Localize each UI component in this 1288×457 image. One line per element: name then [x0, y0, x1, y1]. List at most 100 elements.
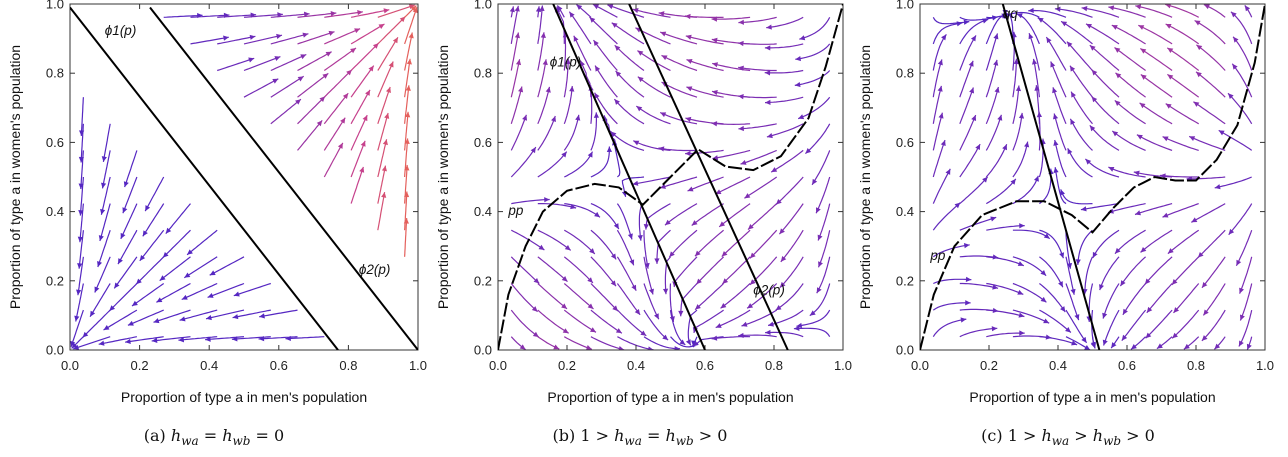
arrowhead: [771, 167, 778, 173]
y-tick-label: 0.2: [474, 273, 492, 288]
streamline: [323, 69, 353, 98]
arrowhead: [1133, 170, 1140, 176]
arrowhead: [1071, 91, 1076, 98]
arrowhead: [1135, 210, 1141, 216]
streamline: [764, 43, 804, 49]
streamline: [693, 309, 724, 334]
streamline: [794, 70, 831, 86]
arrowhead: [722, 278, 729, 284]
streamline: [632, 176, 671, 185]
arrowhead: [631, 284, 637, 291]
streamline: [1080, 203, 1120, 211]
arrowhead: [274, 56, 281, 61]
x-tick-label: 0.0: [911, 358, 929, 373]
arrowhead: [276, 33, 282, 39]
streamline: [350, 89, 371, 125]
x-tick-label: 1.0: [409, 358, 427, 373]
arrowhead: [1018, 312, 1025, 318]
streamline: [738, 334, 777, 338]
streamline: [613, 98, 645, 125]
arrowhead: [109, 305, 116, 311]
arrowhead: [662, 288, 669, 295]
streamline: [103, 309, 138, 331]
streamline: [1195, 71, 1226, 98]
streamline: [350, 140, 366, 178]
arrowhead: [359, 166, 365, 173]
streamline: [1067, 148, 1093, 178]
streamline: [686, 59, 724, 72]
streamline: [70, 309, 84, 347]
streamline: [404, 7, 418, 45]
arrowhead: [1138, 25, 1145, 30]
arrowhead: [815, 207, 821, 214]
arrowhead: [993, 59, 999, 66]
streamline: [721, 229, 751, 258]
streamline: [738, 123, 777, 130]
streamline: [297, 95, 326, 125]
arrowhead: [662, 334, 669, 341]
arrowhead: [587, 303, 594, 309]
streamline: [377, 191, 386, 231]
y-tick-label: 1.0: [896, 0, 914, 12]
arrowhead: [564, 245, 571, 251]
streamline: [715, 309, 751, 329]
streamline: [537, 151, 568, 178]
streamline: [1231, 63, 1253, 98]
arrowhead: [659, 183, 666, 189]
arrowhead: [775, 305, 782, 311]
x-tick-label: 0.6: [1118, 358, 1136, 373]
streamline: [1012, 282, 1047, 303]
x-tick-label: 0.2: [558, 358, 576, 373]
arrowhead: [159, 275, 166, 281]
arrowhead: [711, 335, 718, 341]
streamline: [537, 32, 545, 71]
arrowhead: [1060, 306, 1066, 313]
streamline: [231, 336, 271, 340]
arrowhead: [139, 254, 146, 261]
streamline: [1012, 85, 1020, 124]
streamline: [243, 13, 283, 18]
streamline: [377, 4, 415, 18]
streamline: [721, 256, 751, 285]
arrowhead: [184, 272, 191, 278]
streamline: [1012, 256, 1047, 277]
streamline: [590, 112, 597, 151]
arrowhead: [664, 219, 671, 226]
arrowhead: [938, 112, 944, 119]
streamline: [959, 35, 977, 71]
streamline: [1012, 229, 1051, 240]
arrowhead: [82, 331, 89, 338]
arrowhead: [696, 278, 702, 285]
chart-panel-b: 0.0 0.2 0.4 0.6 0.8 1.0 0.0 0.2 0.4 0.6 0.8 1.0 Prop…: [435, 0, 852, 448]
streamline: [1039, 229, 1064, 259]
streamline: [563, 85, 573, 125]
arrowhead: [1074, 314, 1080, 321]
streamline: [1084, 158, 1120, 178]
arrowhead: [747, 303, 754, 309]
streamline: [1138, 24, 1173, 45]
streamline: [563, 31, 567, 71]
streamline: [350, 114, 368, 151]
streamline: [793, 327, 831, 338]
streamline: [932, 16, 970, 25]
streamline: [1201, 256, 1226, 289]
streamline: [350, 23, 385, 45]
streamline: [102, 123, 111, 163]
x-tick-label: 1.0: [1256, 358, 1274, 373]
streamline: [959, 327, 998, 338]
streamline: [324, 11, 363, 18]
streamline: [1039, 256, 1064, 288]
arrowhead: [990, 216, 997, 222]
arrowhead: [1239, 287, 1245, 294]
arrowhead: [518, 86, 524, 93]
streamline: [1012, 31, 1015, 71]
streamline: [1166, 47, 1200, 71]
streamline: [159, 256, 191, 282]
arrowhead: [610, 253, 617, 260]
arrowhead: [1060, 189, 1065, 196]
streamline: [178, 336, 218, 341]
arrowhead: [1019, 223, 1025, 229]
arrowhead: [1099, 284, 1104, 291]
arrowhead: [738, 94, 744, 100]
arrowhead: [372, 43, 379, 49]
